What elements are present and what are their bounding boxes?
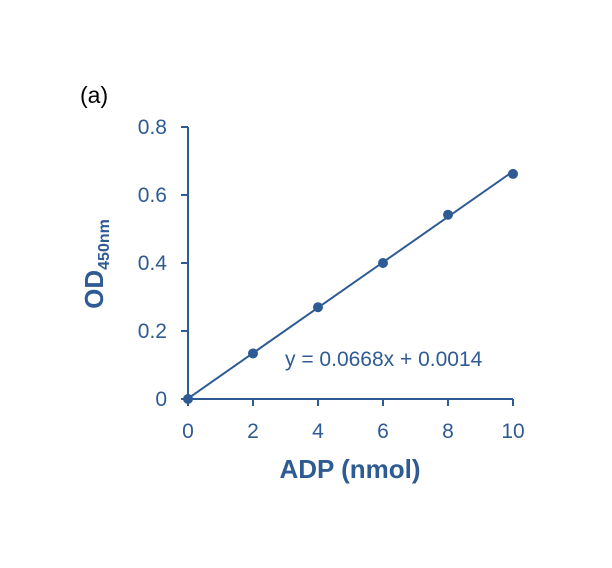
y-axis-title: OD450nm xyxy=(79,219,113,309)
y-tick-label: 0 xyxy=(155,388,167,411)
x-tick-label: 8 xyxy=(442,420,454,443)
y-tick-label: 0.2 xyxy=(138,320,167,343)
x-axis-ticks: 0 2 4 6 8 10 xyxy=(182,399,525,443)
data-point xyxy=(183,394,193,404)
x-tick-label: 10 xyxy=(501,420,524,443)
x-tick-label: 6 xyxy=(377,420,389,443)
x-tick-label: 4 xyxy=(312,420,324,443)
y-tick-label: 0.4 xyxy=(138,252,168,275)
data-point xyxy=(248,348,258,359)
y-tick-label: 0.6 xyxy=(138,184,167,207)
panel-label: (a) xyxy=(80,82,108,108)
trendline-equation: y = 0.0668x + 0.0014 xyxy=(285,348,483,371)
y-axis-ticks: 0 0.2 0.4 0.6 0.8 xyxy=(138,116,188,411)
data-point xyxy=(378,258,388,268)
data-point xyxy=(313,302,323,313)
data-points xyxy=(183,168,518,404)
y-tick-label: 0.8 xyxy=(138,116,167,139)
x-axis-title: ADP (nmol) xyxy=(279,454,420,484)
trendline xyxy=(187,170,514,400)
x-tick-label: 2 xyxy=(247,420,259,443)
data-point xyxy=(508,168,518,179)
y-axis-title-main: OD xyxy=(79,270,109,309)
x-tick-label: 0 xyxy=(182,420,194,443)
y-axis-title-subscript: 450nm xyxy=(96,219,113,270)
data-point xyxy=(443,209,453,220)
